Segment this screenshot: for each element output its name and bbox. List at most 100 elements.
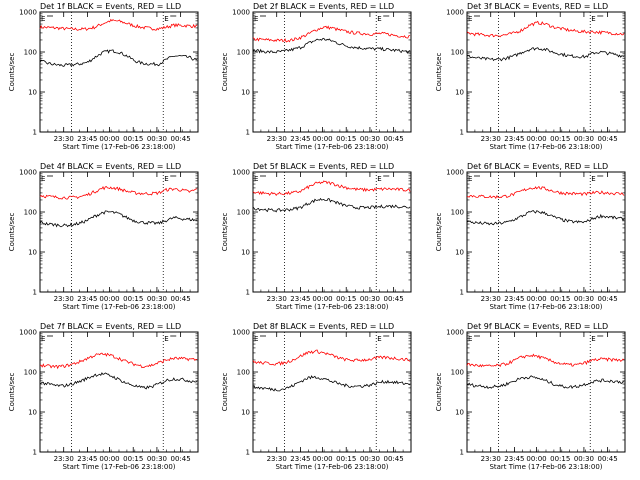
y-tick-label: 10 bbox=[28, 249, 37, 257]
x-tick-label: 00:45 bbox=[384, 455, 404, 463]
interval-marker-label: E bbox=[377, 335, 381, 343]
x-tick-label: 00:15 bbox=[336, 455, 356, 463]
x-tick-label: 00:15 bbox=[123, 455, 143, 463]
y-tick-label: 100 bbox=[24, 369, 37, 377]
panel-title: Det 3f BLACK = Events, RED = LLD bbox=[467, 2, 608, 11]
x-tick-label: 00:45 bbox=[598, 135, 618, 143]
y-tick-label: 1000 bbox=[19, 9, 37, 17]
x-tick-label: 00:15 bbox=[123, 135, 143, 143]
interval-marker-label: E bbox=[468, 15, 472, 23]
lld-series-line bbox=[466, 20, 625, 38]
x-axis-label: Start Time (17-Feb-06 23:18:00) bbox=[275, 463, 388, 471]
interval-marker-label: E bbox=[254, 15, 258, 23]
x-tick-label: 23:30 bbox=[54, 455, 74, 463]
x-tick-label: 00:00 bbox=[99, 295, 119, 303]
x-tick-label: 00:30 bbox=[360, 295, 380, 303]
panel-title: Det 2f BLACK = Events, RED = LLD bbox=[253, 2, 394, 11]
x-tick-label: 00:15 bbox=[336, 135, 356, 143]
y-tick-label: 100 bbox=[237, 49, 250, 57]
interval-marker-label: E bbox=[164, 15, 168, 23]
plot-frame bbox=[39, 11, 199, 133]
y-axis-label: Counts/sec bbox=[435, 53, 443, 92]
x-tick-label: 23:45 bbox=[504, 295, 524, 303]
y-tick-label: 100 bbox=[451, 209, 464, 217]
y-tick-label: 1000 bbox=[232, 329, 250, 337]
x-tick-label: 00:45 bbox=[598, 455, 618, 463]
y-tick-label: 1 bbox=[246, 289, 250, 297]
interval-marker-label: E bbox=[377, 15, 381, 23]
x-tick-label: 00:45 bbox=[171, 295, 191, 303]
x-tick-label: 23:45 bbox=[290, 135, 310, 143]
x-axis-label: Start Time (17-Feb-06 23:18:00) bbox=[489, 463, 602, 471]
panel-title: Det 7f BLACK = Events, RED = LLD bbox=[40, 322, 181, 331]
y-tick-label: 10 bbox=[241, 89, 250, 97]
events-series-line bbox=[39, 210, 198, 228]
y-tick-label: 1 bbox=[460, 449, 464, 457]
lld-series-line bbox=[39, 18, 198, 31]
x-axis-label: Start Time (17-Feb-06 23:18:00) bbox=[62, 143, 175, 151]
interval-marker-label: E bbox=[254, 175, 258, 183]
x-axis-label: Start Time (17-Feb-06 23:18:00) bbox=[62, 303, 175, 311]
y-tick-label: 10 bbox=[455, 89, 464, 97]
detector-panel: Det 3f BLACK = Events, RED = LLD 1 10 100 10… bbox=[435, 2, 626, 151]
plot-frame bbox=[252, 11, 412, 133]
events-series-line bbox=[252, 197, 411, 213]
panel-title: Det 5f BLACK = Events, RED = LLD bbox=[253, 162, 394, 171]
x-tick-label: 23:30 bbox=[54, 295, 74, 303]
y-tick-label: 10 bbox=[241, 409, 250, 417]
x-tick-label: 00:30 bbox=[360, 135, 380, 143]
y-tick-label: 1 bbox=[33, 289, 37, 297]
x-tick-label: 23:45 bbox=[290, 455, 310, 463]
x-tick-label: 00:30 bbox=[574, 455, 594, 463]
y-tick-label: 1000 bbox=[446, 169, 464, 177]
x-tick-label: 00:45 bbox=[171, 135, 191, 143]
x-tick-label: 00:45 bbox=[598, 295, 618, 303]
x-tick-label: 00:00 bbox=[312, 295, 332, 303]
x-tick-label: 23:30 bbox=[481, 295, 501, 303]
y-axis-label: Counts/sec bbox=[435, 373, 443, 412]
lld-series-line bbox=[39, 186, 198, 200]
y-tick-label: 1 bbox=[460, 289, 464, 297]
panel-title: Det 6f BLACK = Events, RED = LLD bbox=[467, 162, 608, 171]
interval-marker-label: E bbox=[41, 175, 45, 183]
y-tick-label: 1 bbox=[33, 449, 37, 457]
plot-frame bbox=[466, 11, 626, 133]
x-tick-label: 00:45 bbox=[171, 455, 191, 463]
events-series-line bbox=[252, 37, 411, 54]
y-tick-label: 10 bbox=[28, 409, 37, 417]
panel-title: Det 4f BLACK = Events, RED = LLD bbox=[40, 162, 181, 171]
x-tick-label: 00:15 bbox=[550, 135, 570, 143]
x-tick-label: 00:45 bbox=[384, 135, 404, 143]
interval-marker-label: E bbox=[591, 15, 595, 23]
x-axis-label: Start Time (17-Feb-06 23:18:00) bbox=[489, 303, 602, 311]
y-tick-label: 1000 bbox=[446, 329, 464, 337]
x-tick-label: 00:30 bbox=[147, 455, 167, 463]
x-tick-label: 00:30 bbox=[574, 295, 594, 303]
panel-title: Det 1f BLACK = Events, RED = LLD bbox=[40, 2, 181, 11]
y-axis-label: Counts/sec bbox=[8, 373, 16, 412]
x-tick-label: 00:30 bbox=[360, 455, 380, 463]
x-axis-label: Start Time (17-Feb-06 23:18:00) bbox=[275, 303, 388, 311]
events-series-line bbox=[39, 49, 198, 67]
y-tick-label: 100 bbox=[451, 369, 464, 377]
y-tick-label: 1000 bbox=[19, 169, 37, 177]
x-tick-label: 23:45 bbox=[504, 135, 524, 143]
lld-series-line bbox=[252, 25, 411, 43]
y-tick-label: 10 bbox=[28, 89, 37, 97]
detector-panel: Det 6f BLACK = Events, RED = LLD 1 10 100 10… bbox=[435, 162, 626, 311]
x-tick-label: 23:30 bbox=[267, 295, 287, 303]
x-tick-label: 00:15 bbox=[550, 455, 570, 463]
interval-marker-label: E bbox=[591, 335, 595, 343]
x-tick-label: 00:15 bbox=[336, 295, 356, 303]
interval-marker-label: E bbox=[468, 175, 472, 183]
events-series-line bbox=[466, 375, 625, 390]
events-series-line bbox=[466, 47, 625, 62]
x-tick-label: 00:00 bbox=[526, 455, 546, 463]
y-tick-label: 10 bbox=[455, 409, 464, 417]
interval-marker-label: E bbox=[591, 175, 595, 183]
x-tick-label: 00:15 bbox=[550, 295, 570, 303]
interval-marker-label: E bbox=[468, 335, 472, 343]
interval-marker-label: E bbox=[164, 335, 168, 343]
x-tick-label: 00:00 bbox=[312, 455, 332, 463]
x-axis-label: Start Time (17-Feb-06 23:18:00) bbox=[489, 143, 602, 151]
